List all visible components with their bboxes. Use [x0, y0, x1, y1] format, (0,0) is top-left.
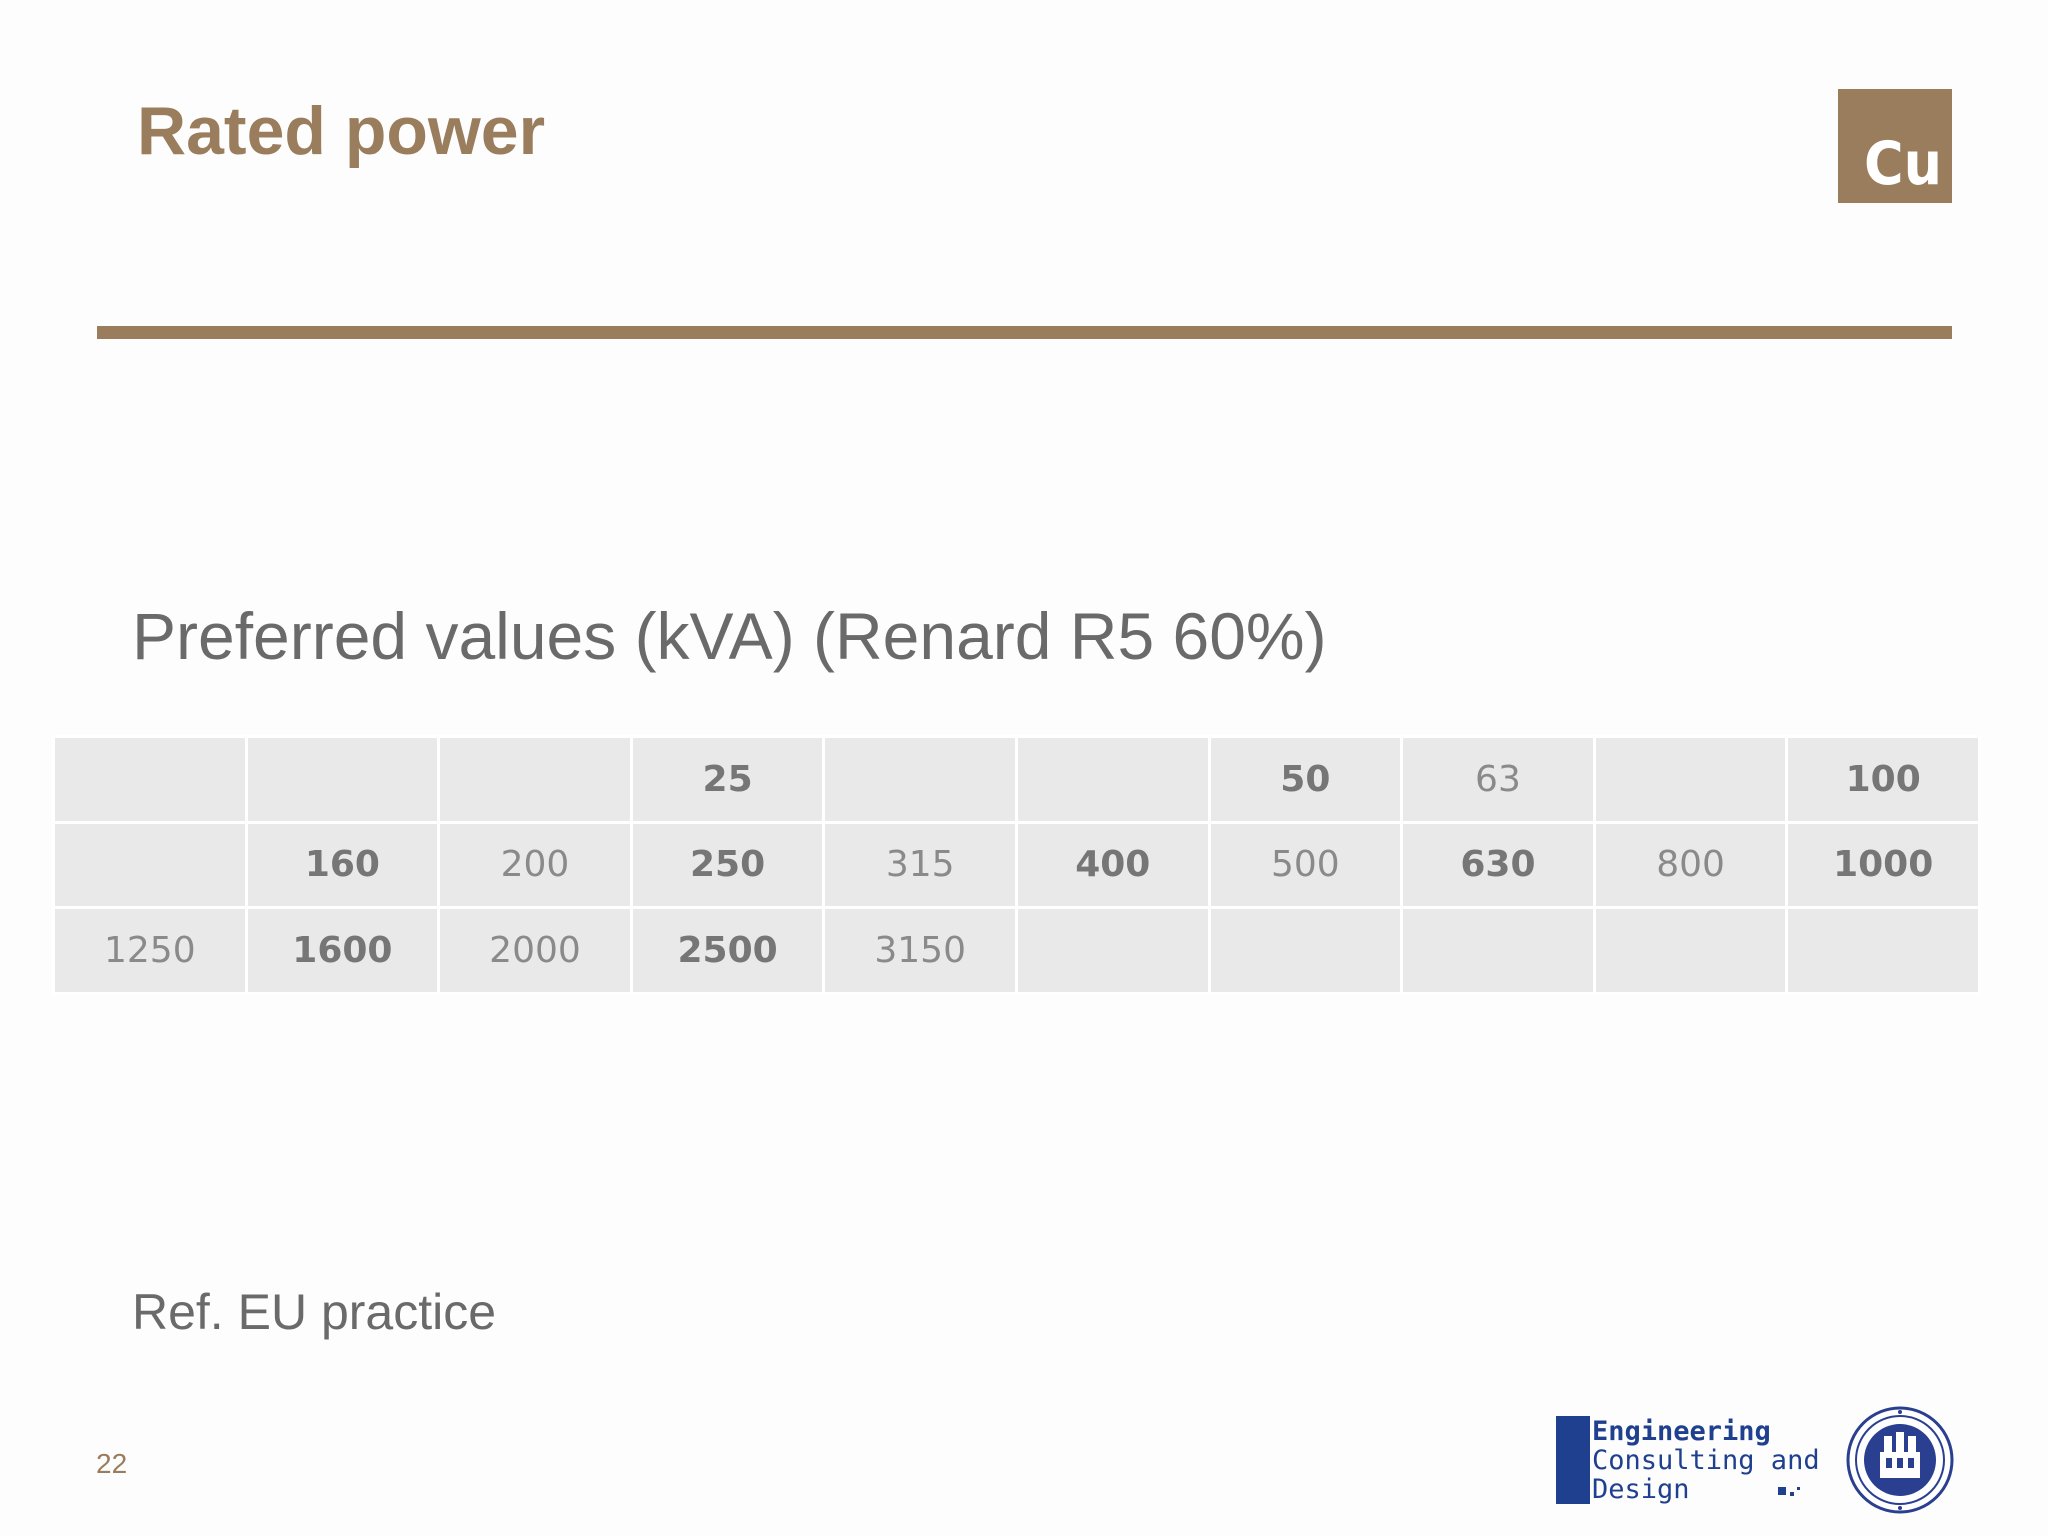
slide-title: Rated power	[137, 93, 546, 169]
table-cell: 25	[629, 735, 826, 824]
ecd-logo-bar	[1556, 1416, 1590, 1504]
university-seal-icon	[1846, 1406, 1954, 1514]
reference-note: Ref. EU practice	[132, 1284, 497, 1340]
table-row: 160 200 250 315 400 500 630 800 1000	[52, 820, 1981, 910]
table-cell: 1000	[1785, 820, 1981, 910]
table-cell: 315	[822, 820, 1018, 910]
table-cell: 250	[629, 820, 826, 910]
table-cell	[52, 735, 248, 824]
title-divider	[97, 326, 1952, 339]
ecd-logo-line2: Consulting and	[1592, 1445, 1818, 1476]
table-cell: 100	[1785, 735, 1981, 824]
table-cell	[1592, 735, 1789, 824]
table-cell: 630	[1400, 820, 1596, 910]
table-cell: 200	[437, 820, 633, 910]
table-cell: 63	[1400, 735, 1596, 824]
table-cell	[822, 735, 1018, 824]
table-cell: 1250	[52, 906, 248, 995]
subtitle: Preferred values (kVA) (Renard R5 60%)	[132, 599, 1327, 673]
cu-badge-label: Cu	[1863, 129, 1942, 199]
page-number: 22	[96, 1448, 128, 1479]
ecd-logo-dot	[1790, 1492, 1794, 1496]
table-cell	[1014, 735, 1211, 824]
table-row: 25 50 63 100	[52, 735, 1981, 824]
preferred-values-table: 25 50 63 100 160 200 250 315 400 500 630 800 1000 125…	[52, 735, 1981, 995]
table-cell	[244, 735, 441, 824]
ecd-logo: Engineering Consulting and Design	[1556, 1416, 1818, 1504]
table-cell: 1600	[244, 906, 441, 995]
ecd-logo-dot	[1778, 1487, 1786, 1495]
table-cell	[1785, 906, 1981, 995]
ecd-logo-line3: Design	[1592, 1474, 1690, 1504]
cu-badge: Cu	[1838, 89, 1952, 203]
table-cell: 500	[1207, 820, 1404, 910]
ecd-logo-dot	[1797, 1487, 1800, 1490]
table-cell	[1400, 906, 1596, 995]
table-cell	[437, 735, 633, 824]
table-cell: 2000	[437, 906, 633, 995]
table-cell: 50	[1207, 735, 1404, 824]
table-cell	[52, 820, 248, 910]
table-row: 1250 1600 2000 2500 3150	[52, 906, 1981, 995]
table-cell: 400	[1014, 820, 1211, 910]
table-cell: 2500	[629, 906, 826, 995]
table-cell: 160	[244, 820, 441, 910]
table-cell	[1592, 906, 1789, 995]
table-cell	[1207, 906, 1404, 995]
table-cell	[1014, 906, 1211, 995]
table-cell: 3150	[822, 906, 1018, 995]
ecd-logo-line1: Engineering	[1592, 1416, 1771, 1447]
table-cell: 800	[1592, 820, 1789, 910]
